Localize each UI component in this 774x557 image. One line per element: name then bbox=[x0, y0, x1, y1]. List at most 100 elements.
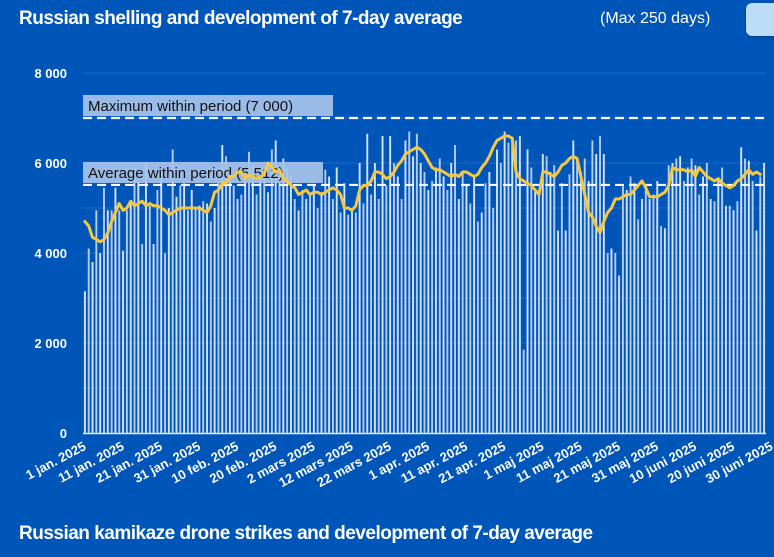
bar bbox=[164, 253, 166, 433]
bar bbox=[267, 192, 270, 433]
bar bbox=[724, 205, 727, 433]
bar bbox=[560, 183, 563, 433]
bar bbox=[728, 205, 731, 433]
bar bbox=[621, 185, 624, 433]
bar bbox=[370, 194, 373, 433]
bar bbox=[518, 136, 521, 433]
bar bbox=[152, 244, 155, 433]
bar bbox=[278, 176, 281, 433]
bar bbox=[312, 185, 315, 433]
bar bbox=[358, 163, 361, 433]
bar bbox=[186, 210, 189, 433]
bar bbox=[354, 212, 357, 433]
bar bbox=[148, 205, 151, 433]
bar bbox=[717, 178, 720, 433]
bar bbox=[747, 160, 750, 433]
bar bbox=[480, 212, 483, 433]
range-note: (Max 250 days) bbox=[600, 10, 711, 27]
bar bbox=[629, 176, 632, 433]
bar bbox=[194, 208, 197, 433]
bar bbox=[522, 349, 525, 433]
bar bbox=[83, 291, 86, 433]
bar bbox=[583, 158, 586, 433]
bar bbox=[530, 167, 533, 433]
bar bbox=[114, 187, 117, 433]
bar bbox=[347, 214, 350, 433]
bar bbox=[579, 172, 582, 433]
bar bbox=[255, 194, 258, 433]
bar bbox=[221, 145, 224, 433]
bar bbox=[362, 203, 365, 433]
bar bbox=[614, 253, 617, 433]
bar bbox=[373, 163, 376, 433]
bar bbox=[129, 203, 132, 433]
y-tick-label: 0 bbox=[60, 426, 67, 441]
bar bbox=[381, 136, 384, 433]
period-toggle-button[interactable] bbox=[746, 3, 774, 36]
bar bbox=[412, 156, 415, 433]
bar bbox=[289, 176, 292, 433]
bar bbox=[759, 176, 762, 433]
next-chart-title: Russian kamikaze drone strikes and devel… bbox=[19, 523, 593, 544]
bar bbox=[721, 167, 724, 433]
bar bbox=[419, 163, 422, 433]
bar bbox=[385, 185, 388, 433]
bar bbox=[320, 192, 323, 433]
bar bbox=[301, 190, 304, 433]
bar bbox=[263, 176, 266, 433]
bar bbox=[446, 190, 449, 433]
bar bbox=[469, 203, 472, 433]
bar bbox=[209, 221, 212, 433]
bar bbox=[572, 140, 575, 433]
bar bbox=[286, 167, 289, 433]
bar bbox=[473, 176, 476, 433]
bar bbox=[663, 228, 666, 433]
bar bbox=[488, 172, 491, 433]
bar bbox=[545, 156, 548, 433]
bar bbox=[431, 181, 434, 433]
reference-label-average: Average within period (5 512) bbox=[88, 165, 284, 182]
bar bbox=[667, 165, 670, 433]
bar bbox=[175, 196, 178, 433]
bar bbox=[484, 183, 487, 433]
bar bbox=[396, 176, 399, 433]
bar bbox=[324, 169, 327, 433]
bar bbox=[641, 199, 643, 433]
bar bbox=[671, 163, 674, 433]
bar bbox=[454, 145, 456, 433]
bar bbox=[564, 230, 567, 433]
bar bbox=[740, 147, 743, 433]
bar bbox=[686, 167, 689, 433]
bar bbox=[534, 190, 537, 433]
bar bbox=[183, 183, 186, 433]
bar bbox=[526, 149, 529, 433]
bar bbox=[423, 172, 426, 433]
y-tick-label: 6 000 bbox=[34, 156, 67, 171]
bar bbox=[282, 158, 285, 433]
bar bbox=[538, 194, 540, 433]
bar bbox=[160, 172, 163, 433]
bar bbox=[415, 133, 418, 433]
bar bbox=[179, 185, 182, 433]
bar bbox=[404, 140, 407, 433]
bar bbox=[351, 208, 353, 433]
chart-title: Russian shelling and development of 7-da… bbox=[19, 8, 463, 29]
reference-label-maximum: Maximum within period (7 000) bbox=[88, 98, 293, 115]
bar bbox=[625, 190, 628, 433]
bar bbox=[683, 181, 685, 433]
bar bbox=[732, 210, 735, 433]
bar bbox=[167, 208, 170, 433]
bar bbox=[248, 151, 250, 433]
bar bbox=[244, 172, 247, 433]
bar bbox=[389, 136, 392, 433]
bar bbox=[141, 244, 144, 433]
bar bbox=[698, 194, 701, 433]
bar bbox=[763, 163, 766, 433]
bar bbox=[461, 172, 464, 433]
bar bbox=[95, 210, 98, 433]
bar bbox=[679, 156, 682, 433]
bar bbox=[507, 142, 510, 433]
bar bbox=[602, 154, 605, 433]
